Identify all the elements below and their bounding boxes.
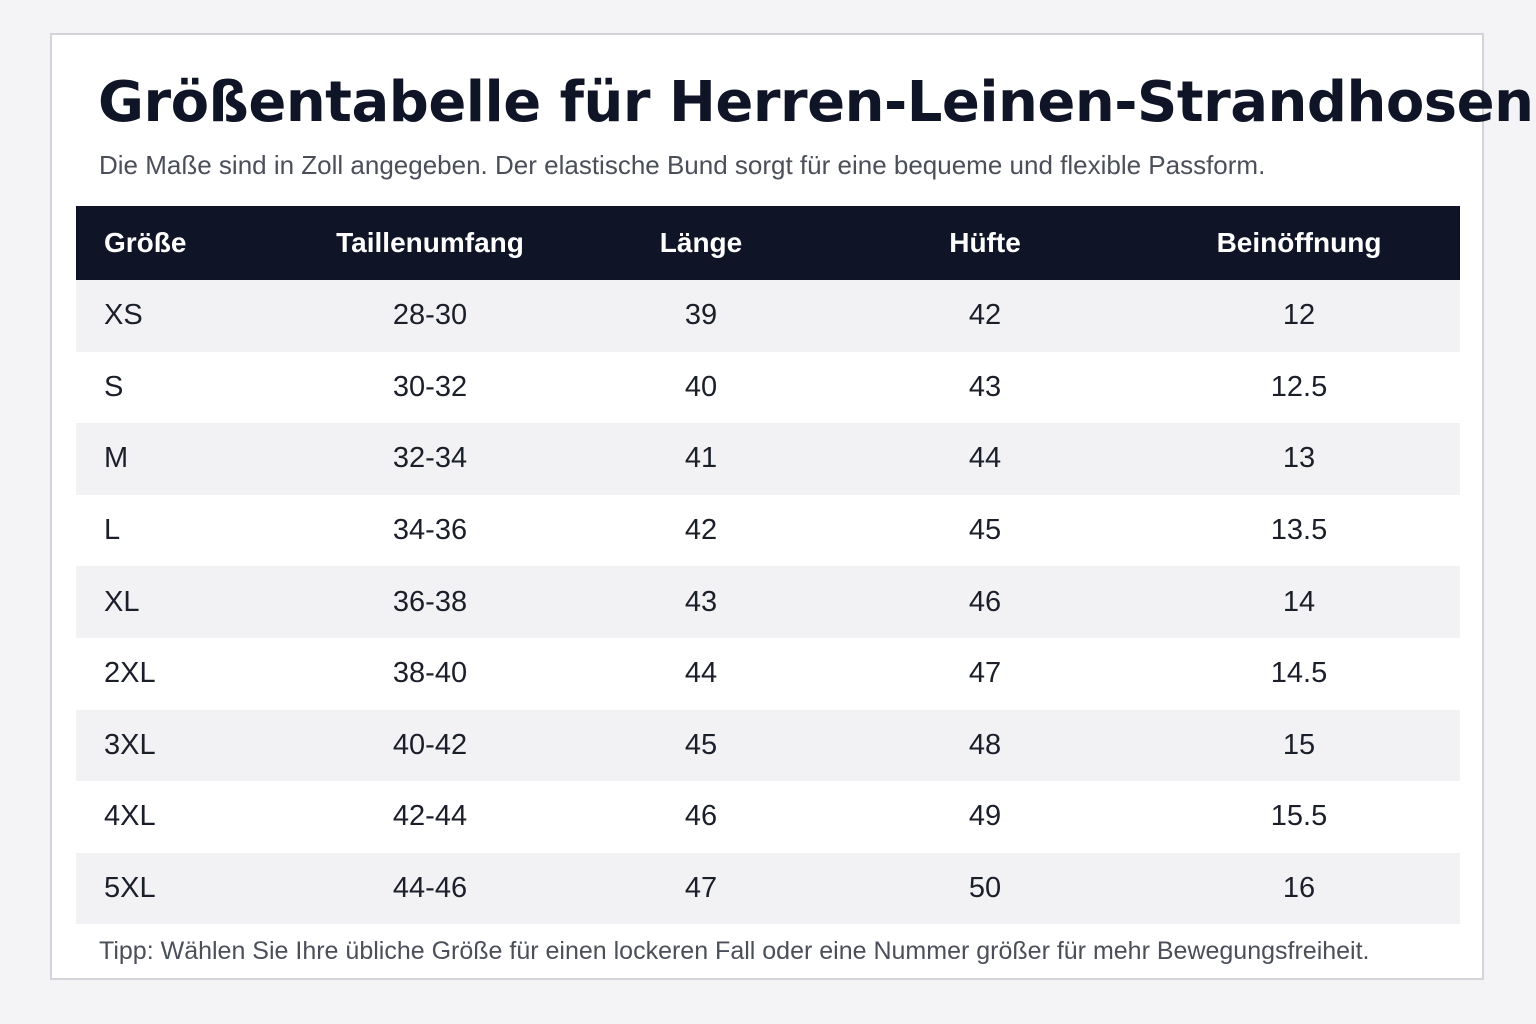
table-header: Größe Taillenumfang Länge Hüfte Beinöffn… [76, 206, 1460, 280]
column-header-leg-opening: Beinöffnung [1216, 227, 1382, 258]
hip-cell: 45 [968, 514, 1002, 547]
table-row: 5XL 44-46 47 50 16 [76, 852, 1460, 925]
table-header-row: Größe Taillenumfang Länge Hüfte Beinöffn… [76, 206, 1460, 280]
size-cell: 3XL [104, 728, 156, 761]
table-row: S 30-32 40 43 12.5 [76, 351, 1460, 424]
leg-opening-cell: 15 [1282, 728, 1316, 761]
page-title: Größentabelle für Herren-Leinen-Strandho… [98, 70, 1534, 135]
size-cell: S [104, 370, 124, 403]
size-cell: M [104, 442, 129, 475]
length-cell: 43 [684, 585, 718, 618]
column-header-length: Länge [659, 227, 743, 258]
leg-opening-cell: 13 [1282, 442, 1316, 475]
table-row: XS 28-30 39 42 12 [76, 280, 1460, 352]
waist-cell: 36-38 [392, 585, 468, 618]
hip-cell: 49 [968, 800, 1002, 833]
size-cell: 2XL [104, 657, 156, 690]
hip-cell: 46 [968, 585, 1002, 618]
column-header-waist: Taillenumfang [336, 227, 524, 258]
size-cell: 5XL [104, 872, 156, 905]
waist-cell: 42-44 [392, 800, 468, 833]
hip-cell: 50 [968, 872, 1002, 905]
table-row: XL 36-38 43 46 14 [76, 566, 1460, 638]
table-row: 4XL 42-44 46 49 15.5 [76, 781, 1460, 853]
size-chart-card: Größentabelle für Herren-Leinen-Strandho… [50, 33, 1534, 980]
footer-tip: Tipp: Wählen Sie Ihre übliche Größe für … [99, 937, 1370, 965]
waist-cell: 40-42 [392, 728, 468, 761]
length-cell: 46 [684, 800, 718, 833]
table-row: 3XL 40-42 45 48 15 [76, 709, 1460, 782]
length-cell: 41 [684, 442, 718, 475]
size-table: Größe Taillenumfang Länge Hüfte Beinöffn… [76, 206, 1460, 925]
leg-opening-cell: 15.5 [1270, 800, 1328, 833]
length-cell: 42 [684, 514, 718, 547]
waist-cell: 28-30 [392, 299, 468, 332]
column-header-size: Größe [104, 227, 187, 258]
length-cell: 39 [684, 299, 718, 332]
waist-cell: 44-46 [392, 872, 468, 905]
size-cell: XL [104, 585, 140, 618]
leg-opening-cell: 12 [1282, 299, 1316, 332]
leg-opening-cell: 16 [1282, 872, 1316, 905]
size-cell: L [104, 514, 121, 547]
hip-cell: 44 [968, 442, 1002, 475]
page-subtitle: Die Maße sind in Zoll angegeben. Der ela… [99, 150, 1266, 180]
waist-cell: 34-36 [392, 514, 468, 547]
waist-cell: 32-34 [392, 442, 468, 475]
table-body: XS 28-30 39 42 12 S 30-32 40 43 12.5 M 3… [76, 280, 1460, 925]
table-row: 2XL 38-40 44 47 14.5 [76, 637, 1460, 710]
length-cell: 40 [684, 370, 718, 403]
size-cell: 4XL [104, 800, 156, 833]
hip-cell: 42 [968, 299, 1002, 332]
hip-cell: 48 [968, 728, 1002, 761]
table-row: M 32-34 41 44 13 [76, 423, 1460, 495]
column-header-hip: Hüfte [949, 227, 1021, 258]
hip-cell: 47 [968, 657, 1002, 690]
hip-cell: 43 [968, 370, 1002, 403]
size-cell: XS [104, 299, 143, 332]
length-cell: 47 [684, 872, 718, 905]
length-cell: 44 [684, 657, 718, 690]
leg-opening-cell: 13.5 [1270, 514, 1328, 547]
waist-cell: 30-32 [392, 370, 468, 403]
leg-opening-cell: 14.5 [1270, 657, 1328, 690]
leg-opening-cell: 12.5 [1270, 370, 1328, 403]
length-cell: 45 [684, 728, 718, 761]
leg-opening-cell: 14 [1282, 585, 1316, 618]
waist-cell: 38-40 [392, 657, 468, 690]
table-row: L 34-36 42 45 13.5 [76, 494, 1460, 567]
